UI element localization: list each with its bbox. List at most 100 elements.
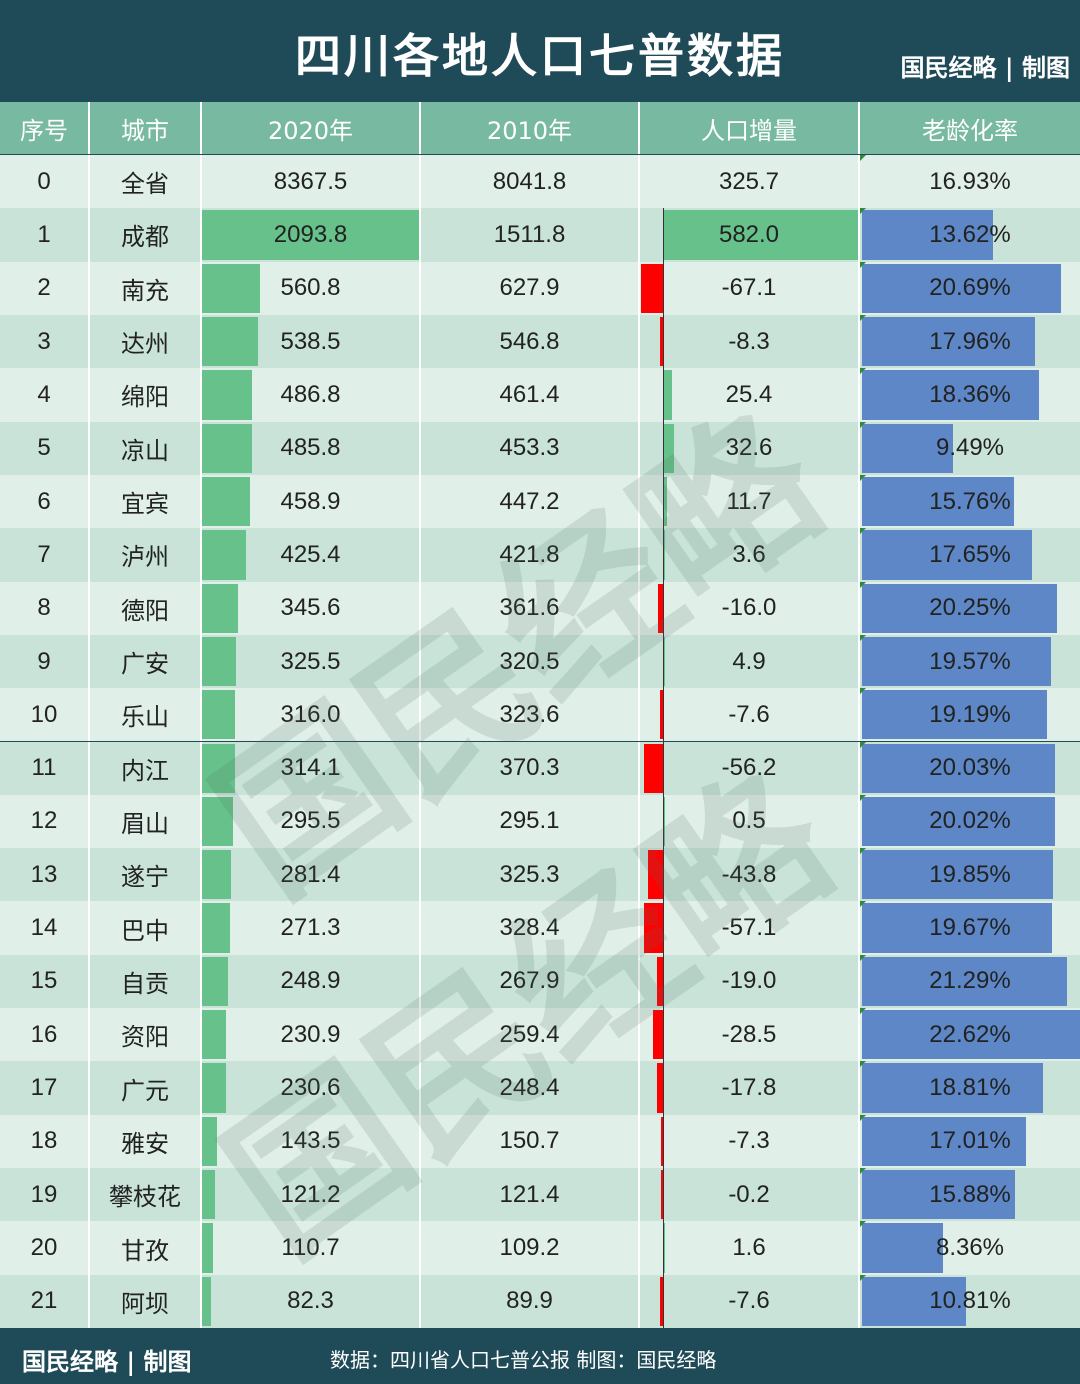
aging-cell: 16.93%	[860, 155, 1080, 208]
index-value: 7	[37, 540, 51, 568]
zero-line	[663, 421, 664, 475]
index-cell: 15	[0, 954, 90, 1009]
city-cell: 广安	[90, 634, 202, 689]
increase-bar	[663, 423, 674, 473]
pop2010-value: 248.4	[499, 1074, 560, 1102]
decrease-bar	[660, 1116, 663, 1167]
pop2020-cell: 82.3	[202, 1274, 421, 1328]
aging-value: 17.65%	[929, 540, 1011, 568]
zero-line	[663, 848, 664, 902]
table-row: 8 德阳 345.6 361.6 -16.0 20.25%	[0, 581, 1080, 635]
table-row: 4 绵阳 486.8 461.4 25.4 18.36%	[0, 368, 1080, 422]
table-row: 17 广元 230.6 248.4 -17.8 18.81%	[0, 1061, 1080, 1115]
cell-marker	[860, 901, 866, 908]
increase-value: -0.2	[728, 1180, 770, 1208]
pop2020-bar	[202, 316, 258, 367]
increase-bar	[663, 210, 858, 260]
aging-header: 老龄化率	[860, 102, 1080, 154]
increase-value: -19.0	[721, 967, 777, 995]
page-title: 四川各地人口七普数据	[295, 29, 785, 83]
footer-brand: 国民经略 | 制图	[22, 1347, 192, 1376]
pop2020-cell: 281.4	[202, 848, 421, 902]
pop2020-bar	[202, 1276, 211, 1326]
city-cell: 绵阳	[90, 368, 202, 422]
index-cell: 2	[0, 261, 90, 315]
increase-cell: 25.4	[640, 368, 860, 422]
pop2010-cell: 461.4	[421, 368, 640, 422]
pop2020-bar	[202, 903, 231, 953]
aging-bar	[862, 423, 954, 473]
pop2010-cell: 328.4	[421, 901, 640, 955]
pop2020-cell: 485.8	[202, 421, 421, 475]
table-row: 11 内江 314.1 370.3 -56.2 20.03%	[0, 741, 1080, 795]
pop2020-value: 248.9	[280, 967, 341, 995]
increase-value: 32.6	[725, 434, 773, 462]
increase-value: 582.0	[718, 220, 780, 248]
pop2010-value: 150.7	[499, 1127, 560, 1155]
city-value: 凉山	[121, 437, 169, 465]
aging-bar	[862, 743, 1056, 793]
decrease-bar	[644, 743, 663, 793]
aging-bar	[862, 1170, 1016, 1220]
pop2020-bar	[202, 1010, 226, 1060]
aging-value: 19.57%	[929, 647, 1011, 675]
index-cell: 19	[0, 1168, 90, 1222]
pop2020-bar	[202, 210, 419, 260]
increase-cell: 3.6	[640, 528, 860, 582]
pop2020-cell: 110.7	[202, 1221, 421, 1275]
city-cell: 成都	[90, 208, 202, 262]
zero-line	[663, 954, 664, 1009]
pop2010-value: 325.3	[499, 860, 560, 888]
pop2010-value: 361.6	[499, 594, 560, 622]
table-row: 6 宜宾 458.9 447.2 11.7 15.76%	[0, 474, 1080, 529]
index-cell: 14	[0, 901, 90, 955]
pop2010-value: 421.8	[499, 540, 560, 568]
aging-value: 13.62%	[929, 220, 1011, 248]
aging-value: 16.93%	[929, 167, 1011, 195]
aging-bar	[862, 370, 1039, 420]
city-cell: 雅安	[90, 1114, 202, 1169]
pop2010-value: 259.4	[499, 1020, 560, 1048]
pop2010-cell: 325.3	[421, 848, 640, 902]
index-cell: 0	[0, 155, 90, 209]
increase-cell: -67.1	[640, 261, 860, 315]
increase-value: 1.6	[732, 1234, 766, 1262]
pop2020-value: 485.8	[280, 434, 341, 462]
city-cell: 阿坝	[90, 1274, 202, 1328]
pop2020-header: 2020年	[202, 102, 421, 154]
aging-cell: 17.96%	[860, 314, 1080, 368]
pop2010-value: 8041.8	[492, 167, 567, 195]
pop2020-cell: 325.5	[202, 634, 421, 689]
increase-cell: -57.1	[640, 901, 860, 955]
pop2020-bar	[202, 423, 253, 473]
pop2020-value: 295.5	[280, 807, 341, 835]
cell-marker	[860, 1168, 866, 1175]
index-cell: 20	[0, 1221, 90, 1275]
increase-cell: -7.6	[640, 1274, 860, 1328]
aging-value: 20.02%	[929, 807, 1011, 835]
zero-line	[663, 368, 664, 422]
increase-value: -57.1	[721, 914, 777, 942]
increase-bar	[663, 530, 665, 580]
zero-line	[663, 1168, 664, 1222]
increase-cell: 0.5	[640, 794, 860, 849]
pop2020-value: 230.6	[280, 1074, 341, 1102]
city-value: 眉山	[121, 810, 169, 838]
increase-value: -67.1	[721, 274, 777, 302]
pop2010-cell: 121.4	[421, 1168, 640, 1222]
pop2020-bar	[202, 263, 261, 313]
pop2020-value: 316.0	[280, 700, 341, 728]
index-cell: 21	[0, 1274, 90, 1328]
table-row: 3 达州 538.5 546.8 -8.3 17.96%	[0, 314, 1080, 369]
pop2020-cell: 538.5	[202, 314, 421, 369]
increase-value: -7.3	[728, 1127, 770, 1155]
decrease-bar	[640, 263, 663, 313]
pop2020-value: 230.9	[280, 1020, 341, 1048]
pop2010-value: 447.2	[499, 487, 560, 515]
city-value: 广安	[121, 651, 169, 679]
pop2020-cell: 316.0	[202, 688, 421, 742]
city-value: 德阳	[121, 597, 169, 625]
increase-value: -43.8	[721, 860, 777, 888]
decrease-bar	[653, 1010, 663, 1060]
aging-cell: 21.29%	[860, 954, 1080, 1008]
